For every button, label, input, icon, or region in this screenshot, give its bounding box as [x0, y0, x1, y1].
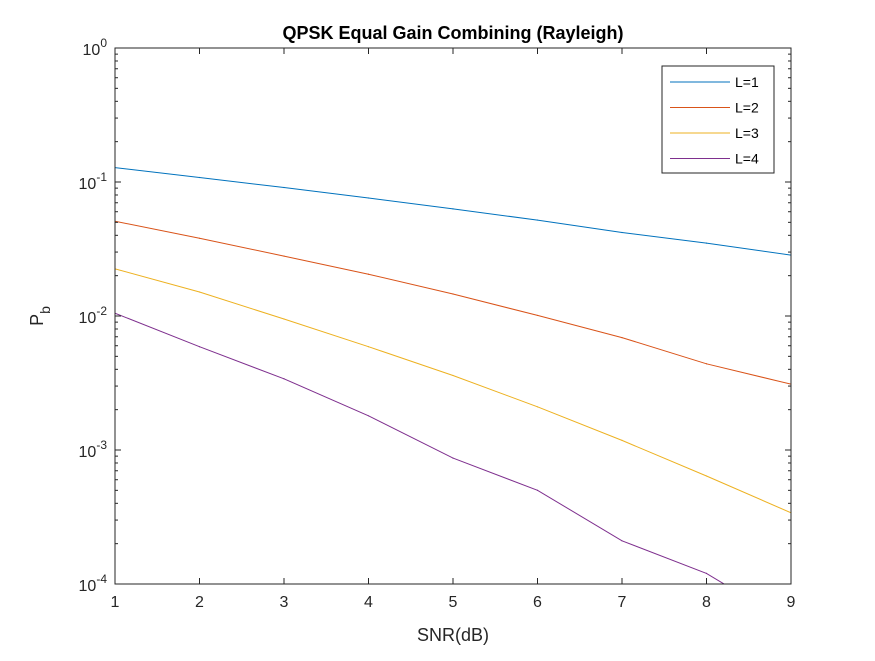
- series-layer: [115, 167, 791, 625]
- x-axis-label: SNR(dB): [417, 625, 489, 645]
- data-point-L=4: [621, 540, 623, 542]
- x-tick-label: 2: [195, 594, 204, 611]
- x-tick-label: 7: [618, 594, 627, 611]
- x-tick-label: 5: [449, 594, 458, 611]
- data-point-L=4: [536, 489, 539, 491]
- data-point-L=4: [367, 415, 370, 417]
- y-tick-label-base: 10: [79, 176, 97, 193]
- y-tick-label-exponent: -4: [96, 572, 107, 586]
- y-tick-label: 100: [83, 36, 108, 59]
- y-tick-label-exponent: 0: [100, 36, 107, 50]
- data-point-L=3: [621, 439, 623, 441]
- legend: L=1 L=2 L=3 L=4: [661, 65, 775, 174]
- data-point-L=4: [452, 457, 454, 459]
- y-tick-label: 10-2: [79, 304, 108, 327]
- data-point-L=1: [198, 176, 201, 179]
- data-point-L=3: [198, 291, 201, 293]
- data-point-L=1: [452, 208, 454, 210]
- data-point-L=4: [705, 572, 708, 574]
- data-point-L=4: [790, 624, 791, 625]
- y-axis-label-subscript: b: [37, 306, 53, 314]
- legend-box: [661, 65, 775, 174]
- data-point-L=2: [705, 363, 708, 365]
- y-axis-label-main: P: [27, 314, 47, 326]
- x-tick-label: 1: [111, 594, 120, 611]
- legend-label: L=1: [735, 74, 759, 90]
- data-point-L=3: [283, 318, 285, 320]
- y-tick-label-base: 10: [83, 42, 101, 59]
- data-point-L=3: [536, 406, 539, 408]
- x-tick-label: 4: [364, 594, 373, 611]
- legend-label: L=4: [735, 151, 759, 167]
- y-tick-label: 10-1: [79, 170, 108, 193]
- y-tick-label-base: 10: [79, 310, 97, 327]
- data-point-L=2: [536, 314, 539, 317]
- y-tick-label: 10-4: [79, 572, 108, 595]
- data-point-L=3: [705, 475, 708, 477]
- legend-label: L=2: [735, 100, 759, 116]
- data-point-L=1: [705, 242, 708, 244]
- data-point-L=2: [621, 336, 623, 339]
- x-tick-label: 3: [280, 594, 289, 611]
- legend-label: L=3: [735, 125, 759, 141]
- y-tick-label-base: 10: [79, 444, 97, 461]
- data-point-L=3: [452, 374, 454, 377]
- x-axis: 1 2 3 4 5 6 7 8 9: [111, 48, 796, 611]
- y-axis-label: Pb: [27, 306, 53, 326]
- data-point-L=2: [198, 237, 201, 239]
- data-point-L=4: [283, 378, 285, 380]
- data-point-L=2: [367, 273, 370, 275]
- data-point-L=1: [536, 219, 539, 221]
- y-tick-label: 10-3: [79, 438, 108, 461]
- x-tick-label: 6: [533, 594, 542, 611]
- data-point-L=3: [367, 346, 370, 348]
- data-point-L=1: [621, 231, 623, 234]
- chart-title: QPSK Equal Gain Combining (Rayleigh): [282, 23, 623, 43]
- data-point-L=1: [367, 197, 370, 199]
- x-tick-label: 9: [787, 594, 796, 611]
- data-point-L=4: [198, 346, 201, 348]
- x-tick-label: 8: [702, 594, 711, 611]
- y-tick-label-exponent: -3: [96, 438, 107, 452]
- y-tick-label-exponent: -1: [96, 170, 107, 184]
- y-tick-label-exponent: -2: [96, 304, 107, 318]
- data-point-L=2: [452, 293, 454, 295]
- data-point-L=1: [283, 186, 285, 189]
- y-tick-label-base: 10: [79, 578, 97, 595]
- data-point-L=2: [283, 255, 285, 257]
